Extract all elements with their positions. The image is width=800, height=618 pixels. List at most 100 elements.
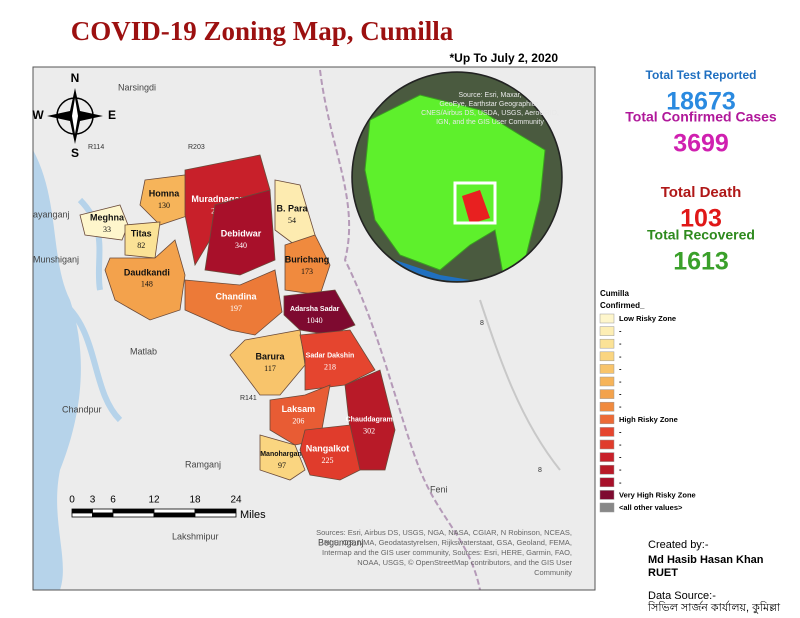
title: COVID-19 Zoning Map, Cumilla bbox=[71, 16, 454, 46]
legend-label: - bbox=[619, 327, 622, 336]
upazila-cases: 82 bbox=[137, 241, 145, 250]
road-label: R141 bbox=[240, 395, 257, 402]
legend-label: - bbox=[619, 352, 622, 361]
upazila-name: Burichang bbox=[285, 254, 330, 264]
stat-value: 18673 bbox=[666, 88, 736, 116]
legend-swatch bbox=[599, 452, 615, 462]
legend-label: - bbox=[619, 427, 622, 436]
upazila-name: Muradnagar bbox=[191, 194, 243, 204]
upazila bbox=[284, 234, 331, 296]
upazila-name: Daudkandi bbox=[124, 267, 170, 277]
legend-swatch bbox=[599, 439, 615, 450]
scale-segment bbox=[92, 512, 114, 518]
legend-label: - bbox=[619, 339, 622, 348]
inset-attribution: GeoEye, Earthstar Geographics, bbox=[439, 101, 540, 108]
upazila-name: Titas bbox=[131, 228, 152, 238]
compass-letter: E bbox=[108, 108, 116, 122]
place-label: Chandpur bbox=[62, 404, 102, 414]
scale-tick-label: 6 bbox=[110, 495, 116, 506]
upazila bbox=[259, 434, 306, 481]
upazila-name: Barura bbox=[255, 352, 285, 362]
road-label: 8 bbox=[480, 320, 484, 327]
legend-swatch bbox=[599, 338, 615, 349]
inset-attribution: IGN, and the GIS User Community bbox=[436, 119, 544, 126]
place-label: Begumganj bbox=[318, 537, 364, 547]
upazila bbox=[184, 269, 283, 336]
upazila-cases: 54 bbox=[288, 216, 296, 225]
credit-author: Md Hasib Hasan Khan bbox=[648, 554, 764, 566]
legend-swatch bbox=[599, 490, 615, 500]
upazila-name: Chandina bbox=[215, 292, 257, 302]
upazila-cases: 206 bbox=[292, 417, 304, 426]
attribution: Intermap and the GIS user community, Sou… bbox=[322, 548, 572, 557]
upazila-cases: 117 bbox=[264, 364, 276, 373]
upazila-cases: 33 bbox=[103, 225, 111, 234]
legend-label: Low Risky Zone bbox=[619, 314, 676, 323]
place-label: Lakshmipur bbox=[172, 531, 219, 541]
credit-source-label: Data Source:- bbox=[648, 590, 716, 602]
upazila-name: Sadar Dakshin bbox=[306, 353, 355, 360]
upazila-name: Meghna bbox=[90, 212, 125, 222]
attribution: Sources: Esri, Airbus DS, USGS, NGA, NAS… bbox=[316, 528, 572, 537]
inset-attribution: CNES/Airbus DS, USDA, USGS, AeroGRID, bbox=[421, 110, 559, 117]
upazila-name: Nangalkot bbox=[306, 443, 350, 453]
upazila bbox=[229, 329, 306, 396]
legend-label: - bbox=[619, 453, 622, 462]
place-label: Feni bbox=[430, 484, 448, 494]
upazila-cases: 302 bbox=[363, 427, 375, 436]
legend-label: - bbox=[619, 402, 622, 411]
upazila-name: Laksam bbox=[282, 404, 316, 414]
scale-segment bbox=[112, 508, 155, 514]
legend-field: Confirmed_ bbox=[600, 301, 645, 310]
stat-label: Total Recovered bbox=[647, 227, 755, 243]
legend-swatch bbox=[599, 401, 615, 412]
scale-segment bbox=[92, 508, 114, 514]
scale-unit: Miles bbox=[240, 509, 266, 521]
scale-tick-label: 18 bbox=[189, 495, 201, 506]
upazila-name: Debidwar bbox=[221, 228, 262, 238]
attribution: NOAA, USGS, © OpenStreetMap contributors… bbox=[357, 558, 572, 567]
place-label: Narsingdi bbox=[118, 82, 156, 92]
upazila-cases: 340 bbox=[235, 241, 247, 250]
legend-label: High Risky Zone bbox=[619, 415, 678, 424]
stat-value: 1613 bbox=[673, 248, 729, 276]
upazila-cases: 148 bbox=[141, 280, 153, 289]
legend-title: Cumilla bbox=[600, 289, 629, 298]
scale-tick-label: 3 bbox=[90, 495, 96, 506]
scale-tick-label: 0 bbox=[69, 495, 75, 506]
subtitle: *Up To July 2, 2020 bbox=[450, 51, 559, 65]
scale-segment bbox=[153, 508, 196, 514]
upazila-cases: 225 bbox=[322, 456, 334, 465]
regions: Meghna33Homna130Titas82Muradnagar268Debi… bbox=[33, 82, 542, 547]
credit-source: সিভিল সার্জন কার্যালয়, কুমিল্লা bbox=[647, 601, 781, 614]
upazila-name: Homna bbox=[149, 188, 180, 198]
compass-rose: N S E W bbox=[32, 71, 116, 160]
scale-tick-label: 24 bbox=[230, 495, 242, 506]
scale-segment bbox=[112, 512, 155, 518]
inset-attribution: Source: Esri, Maxar, bbox=[458, 92, 521, 99]
inset: Source: Esri, Maxar, GeoEye, Earthstar Ge… bbox=[351, 71, 563, 283]
scale-segment bbox=[71, 508, 93, 514]
scale-segment bbox=[194, 508, 237, 514]
legend-label: - bbox=[619, 478, 622, 487]
legend-swatch bbox=[599, 313, 615, 324]
legend-swatch bbox=[599, 364, 615, 374]
legend-label: - bbox=[619, 364, 622, 373]
scale-segment bbox=[194, 512, 237, 518]
scale-tick-label: 12 bbox=[148, 495, 160, 506]
place-label: Munshiganj bbox=[33, 254, 79, 264]
road-label: R203 bbox=[188, 144, 205, 151]
legend-label: - bbox=[619, 465, 622, 474]
road-label: R114 bbox=[88, 144, 104, 151]
compass-letter: W bbox=[32, 108, 44, 122]
compass-letter: N bbox=[71, 71, 80, 85]
legend-swatch bbox=[599, 464, 615, 475]
stat-value: 3699 bbox=[673, 130, 729, 158]
legend-swatch bbox=[599, 502, 615, 513]
upazila-name: Adarsha Sadar bbox=[290, 306, 340, 313]
road-label: 8 bbox=[538, 467, 542, 474]
legend-label: <all other values> bbox=[619, 503, 683, 512]
upazila bbox=[299, 424, 361, 481]
